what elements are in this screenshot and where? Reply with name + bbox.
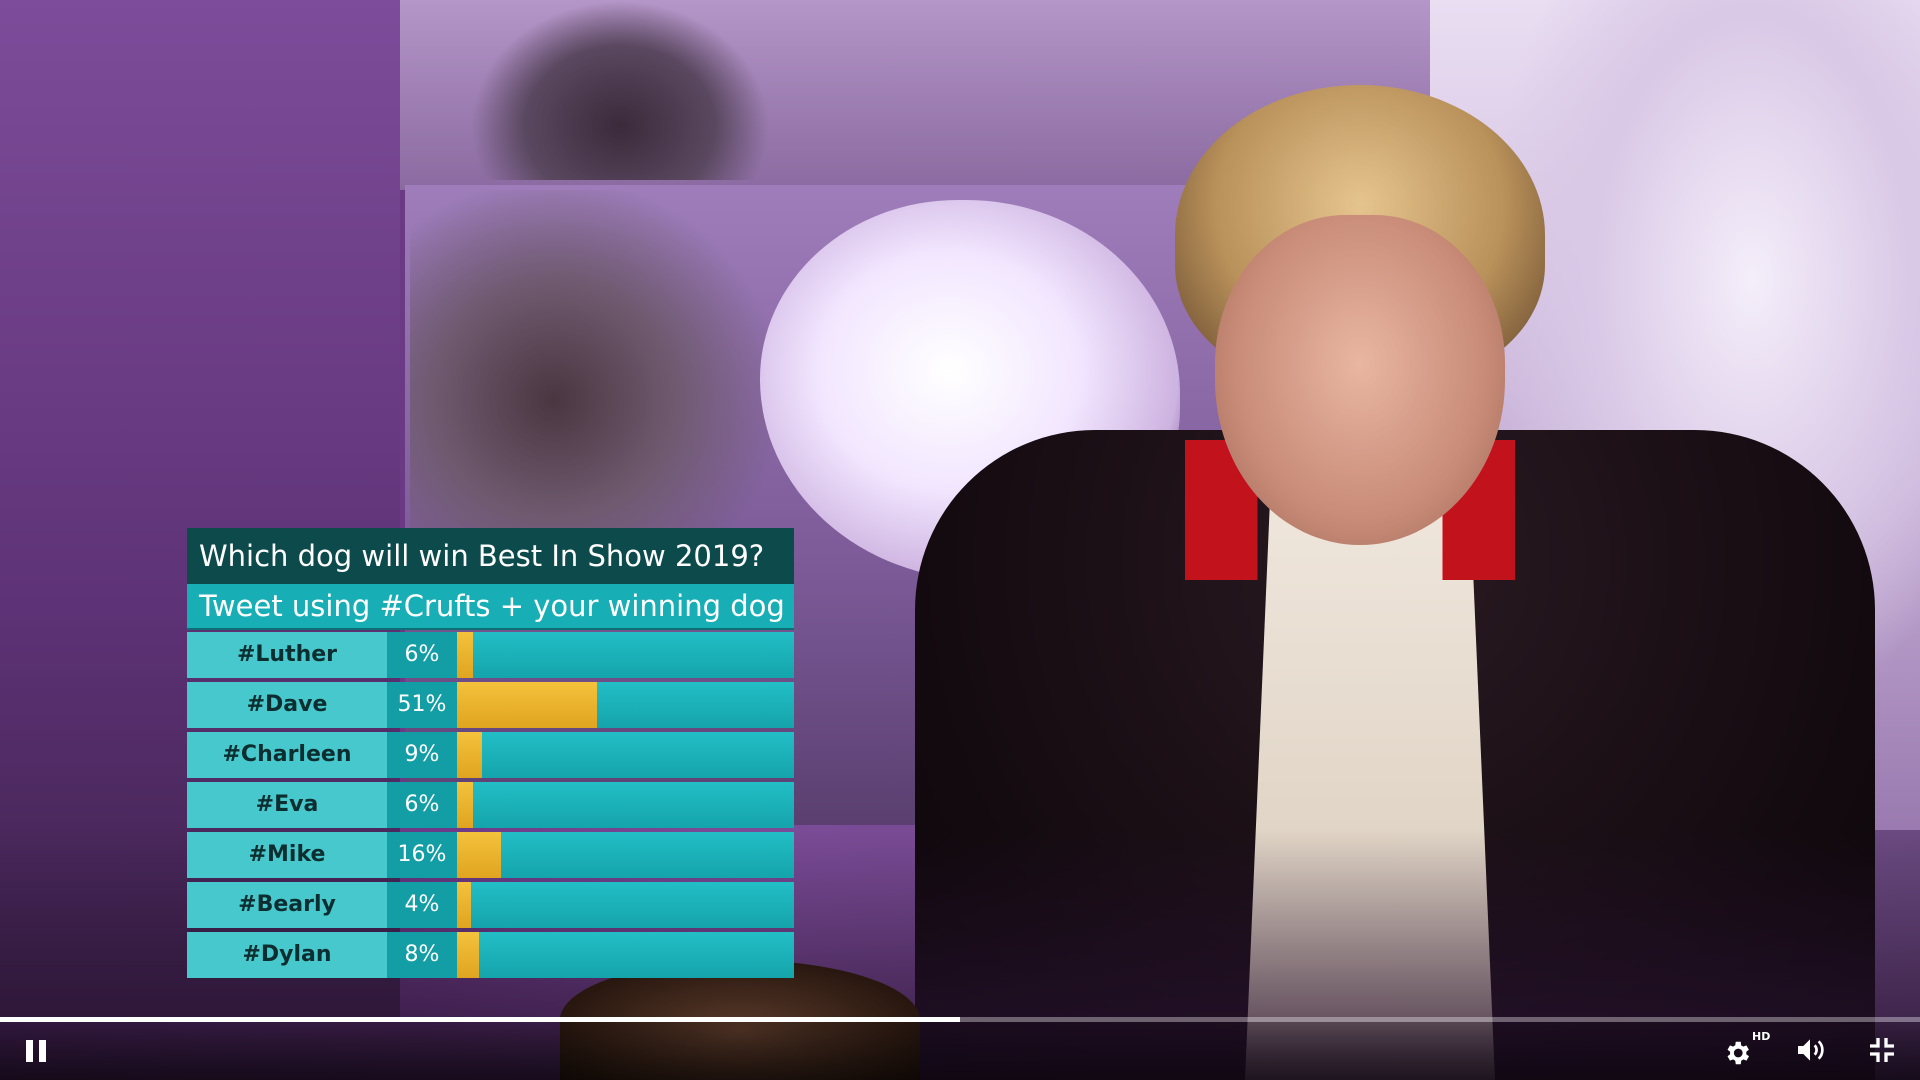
volume-button[interactable]	[1792, 1034, 1832, 1068]
settings-button[interactable]: HD	[1722, 1030, 1770, 1070]
poll-option-name: #Luther	[187, 632, 387, 678]
poll-bar-fill	[457, 782, 474, 828]
poll-option-name: #Eva	[187, 782, 387, 828]
progress-fill	[0, 1017, 960, 1022]
poll-rows: #Luther 6% #Dave 51% #Charleen 9% #Eva 6% #Mike 1…	[187, 632, 794, 978]
poll-graphic: Which dog will win Best In Show 2019? Tw…	[187, 528, 794, 978]
poll-row: #Bearly 4%	[187, 882, 794, 928]
poll-bar-track	[457, 932, 794, 978]
poll-bar-fill	[457, 682, 597, 728]
poll-question: Which dog will win Best In Show 2019?	[187, 528, 794, 584]
poll-row: #Luther 6%	[187, 632, 794, 678]
gear-icon	[1727, 1041, 1749, 1065]
volume-icon	[1798, 1039, 1824, 1061]
poll-bar-fill	[457, 882, 471, 928]
exit-fullscreen-button[interactable]	[1866, 1034, 1902, 1068]
poll-option-name: #Mike	[187, 832, 387, 878]
poll-bar-track	[457, 682, 794, 728]
poll-option-percent: 6%	[387, 782, 457, 828]
poll-bar-track	[457, 782, 794, 828]
poll-row: #Dave 51%	[187, 682, 794, 728]
pause-icon-bar	[39, 1040, 46, 1062]
poll-option-percent: 4%	[387, 882, 457, 928]
poll-option-percent: 8%	[387, 932, 457, 978]
progress-bar[interactable]	[0, 1017, 1920, 1022]
poll-bar-fill	[457, 932, 479, 978]
poll-bar-fill	[457, 732, 482, 778]
poll-row: #Charleen 9%	[187, 732, 794, 778]
poll-bar-track	[457, 882, 794, 928]
pause-icon	[26, 1040, 33, 1062]
poll-option-percent: 9%	[387, 732, 457, 778]
poll-option-percent: 16%	[387, 832, 457, 878]
poll-row: #Mike 16%	[187, 832, 794, 878]
trophy-image	[470, 0, 770, 180]
poll-option-name: #Dave	[187, 682, 387, 728]
poll-row: #Dylan 8%	[187, 932, 794, 978]
pause-button[interactable]	[22, 1036, 52, 1066]
poll-instruction: Tweet using #Crufts + your winning dog	[187, 584, 794, 630]
poll-bar-track	[457, 732, 794, 778]
player-controls: HD	[0, 1022, 1920, 1080]
poll-bar-track	[457, 632, 794, 678]
poll-bar-track	[457, 832, 794, 878]
presenter-face	[1215, 215, 1505, 545]
poll-row: #Eva 6%	[187, 782, 794, 828]
poll-option-name: #Bearly	[187, 882, 387, 928]
poll-option-name: #Dylan	[187, 932, 387, 978]
poll-option-percent: 51%	[387, 682, 457, 728]
poll-option-percent: 6%	[387, 632, 457, 678]
poll-bar-fill	[457, 632, 474, 678]
poll-bar-fill	[457, 832, 501, 878]
hd-badge: HD	[1752, 1030, 1771, 1043]
exit-fullscreen-icon	[1870, 1038, 1894, 1062]
poll-option-name: #Charleen	[187, 732, 387, 778]
